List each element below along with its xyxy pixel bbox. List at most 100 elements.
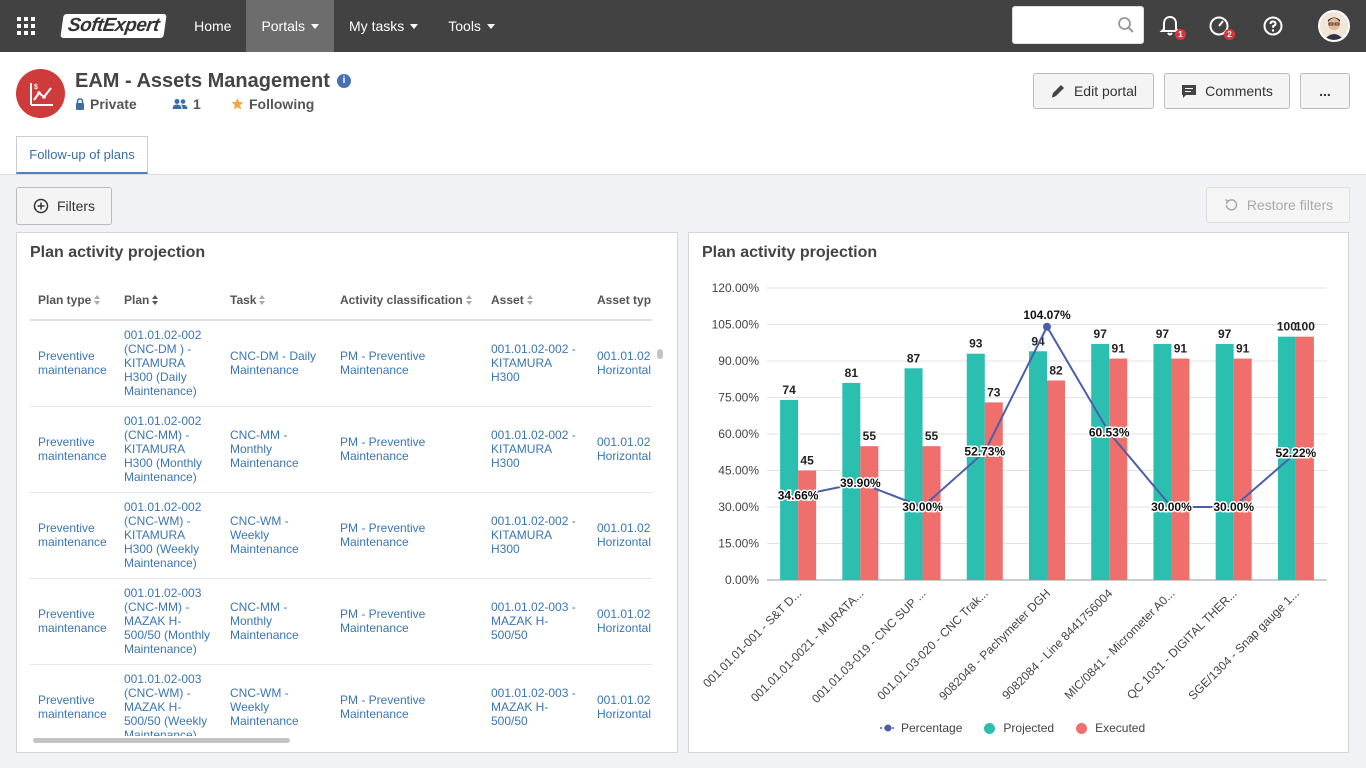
search-input[interactable] [1013, 7, 1113, 43]
table-row[interactable]: Preventive maintenance 001.01.02-002 (CN… [30, 492, 652, 579]
executed-data-label: 91 [1236, 342, 1250, 356]
cell-plan[interactable]: 001.01.02-003 (CNC-WM) - MAZAK H-500/50 … [116, 664, 222, 736]
column-header-label: Plan type [38, 292, 92, 307]
following-indicator[interactable]: Following [231, 96, 314, 112]
table-scroll-area[interactable]: Plan type Plan Task Activity classificat… [30, 280, 652, 736]
cell-activity-classification[interactable]: PM - Preventive Maintenance [332, 320, 483, 407]
cell-plan-type[interactable]: Preventive maintenance [30, 492, 116, 579]
nav-tools[interactable]: Tools [433, 0, 510, 52]
percentage-point [1043, 322, 1051, 331]
softexpert-logo[interactable]: SoftExpert [60, 12, 167, 40]
x-category-label: SGE/1304 - Snap gauge 1... [1185, 586, 1302, 703]
projected-data-label: 100 [1277, 320, 1297, 334]
info-icon[interactable]: i [337, 74, 351, 88]
sort-icon [526, 295, 534, 306]
notifications-button[interactable]: 1 [1157, 13, 1186, 40]
executed-bar [1233, 358, 1252, 580]
cell-task[interactable]: CNC-WM - Weekly Maintenance [222, 492, 332, 579]
cell-asset[interactable]: 001.01.02-002 - KITAMURA H300 [483, 406, 589, 493]
column-header-asset-type[interactable]: Asset typ [589, 280, 652, 321]
column-header-plan-type[interactable]: Plan type [30, 280, 116, 321]
sort-icon [259, 295, 266, 306]
cell-plan[interactable]: 001.01.02-002 (CNC-MM) - KITAMURA H300 (… [116, 406, 222, 493]
cell-activity-classification[interactable]: PM - Preventive Maintenance [332, 492, 483, 579]
projected-bar [1215, 343, 1234, 580]
comments-label: Comments [1205, 83, 1273, 99]
nav-home-label: Home [194, 18, 232, 34]
portal-header: $ EAM - Assets Management i Private 1 Fo… [0, 52, 1366, 175]
legend-item-executed[interactable]: Executed [1076, 721, 1145, 735]
cell-asset[interactable]: 001.01.02-003 - MAZAK H-500/50 [483, 578, 589, 665]
column-header-plan[interactable]: Plan [116, 280, 222, 321]
nav-my-tasks[interactable]: My tasks [334, 0, 433, 52]
filters-button[interactable]: Filters [16, 187, 112, 225]
restore-filters-button[interactable]: Restore filters [1206, 187, 1350, 223]
projected-bar [1277, 336, 1296, 580]
column-header-activity-classification[interactable]: Activity classification [332, 280, 483, 321]
nav-portals[interactable]: Portals [246, 0, 335, 52]
cell-plan[interactable]: 001.01.02-002 (CNC-DM ) - KITAMURA H300 … [116, 320, 222, 407]
cell-activity-classification[interactable]: PM - Preventive Maintenance [332, 406, 483, 493]
projected-bar [1091, 343, 1110, 580]
cell-plan-type[interactable]: Preventive maintenance [30, 320, 116, 407]
cell-task[interactable]: CNC-DM - Daily Maintenance [222, 320, 332, 407]
help-button[interactable] [1260, 13, 1286, 39]
column-header-label: Asset [491, 292, 524, 307]
plus-circle-icon [33, 198, 49, 214]
cell-plan[interactable]: 001.01.02-003 (CNC-MM) - MAZAK H-500/50 … [116, 578, 222, 665]
projected-bar [780, 399, 799, 580]
tab-follow-up-of-plans[interactable]: Follow-up of plans [16, 136, 148, 174]
restore-filters-label: Restore filters [1246, 197, 1334, 213]
legend-item-percentage[interactable]: Percentage [879, 721, 962, 735]
privacy-indicator: Private [75, 96, 137, 112]
cell-plan-type[interactable]: Preventive maintenance [30, 406, 116, 493]
legend-item-projected[interactable]: Projected [984, 721, 1054, 735]
members-indicator[interactable]: 1 [172, 96, 201, 112]
cell-plan-type[interactable]: Preventive maintenance [30, 664, 116, 736]
cell-task[interactable]: CNC-WM - Weekly Maintenance [222, 664, 332, 736]
cell-plan-type[interactable]: Preventive maintenance [30, 578, 116, 665]
vertical-scrollbar[interactable] [657, 349, 663, 359]
x-category-label: 001.01.03-020 - CNC Trak... [874, 586, 990, 702]
cell-task[interactable]: CNC-MM - Monthly Maintenance [222, 406, 332, 493]
table-row[interactable]: Preventive maintenance 001.01.02-002 (CN… [30, 320, 652, 407]
edit-portal-button[interactable]: Edit portal [1033, 73, 1154, 109]
user-avatar[interactable] [1318, 10, 1350, 42]
cell-asset-type[interactable]: 001.01.02 Horizontal [589, 492, 652, 579]
portal-chart-icon: $ [16, 69, 65, 118]
percentage-data-label: 34.66% [778, 489, 819, 503]
comments-button[interactable]: Comments [1164, 73, 1290, 109]
column-header-label: Asset typ [597, 292, 652, 307]
nav-home[interactable]: Home [179, 0, 246, 52]
legend-label: Executed [1095, 721, 1146, 735]
cell-asset-type[interactable]: 001.01.02 Horizontal [589, 578, 652, 665]
table-row[interactable]: Preventive maintenance 001.01.02-003 (CN… [30, 578, 652, 665]
table-row[interactable]: Preventive maintenance 001.01.02-003 (CN… [30, 664, 652, 736]
cell-asset[interactable]: 001.01.02-002 - KITAMURA H300 [483, 492, 589, 579]
cell-asset[interactable]: 001.01.02-003 - MAZAK H-500/50 [483, 664, 589, 736]
legend-label: Percentage [901, 721, 963, 735]
column-header-task[interactable]: Task [222, 280, 332, 321]
cell-activity-classification[interactable]: PM - Preventive Maintenance [332, 664, 483, 736]
workflow-button[interactable]: 2 [1206, 13, 1235, 40]
more-options-button[interactable]: ... [1300, 73, 1350, 109]
projected-data-label: 74 [782, 383, 796, 397]
horizontal-scrollbar[interactable] [33, 738, 290, 743]
table-row[interactable]: Preventive maintenance 001.01.02-002 (CN… [30, 406, 652, 493]
projected-data-label: 93 [969, 337, 983, 351]
apps-grid-icon[interactable] [0, 0, 52, 52]
cell-asset-type[interactable]: 001.01.02 Horizontal [589, 320, 652, 407]
cell-plan[interactable]: 001.01.02-002 (CNC-WM) - KITAMURA H300 (… [116, 492, 222, 579]
edit-portal-label: Edit portal [1073, 83, 1138, 99]
search-icon[interactable] [1117, 16, 1135, 34]
cell-asset-type[interactable]: 001.01.02 Horizontal [589, 406, 652, 493]
chart-panel-title: Plan activity projection [702, 244, 878, 261]
column-header-asset[interactable]: Asset [483, 280, 589, 321]
executed-data-label: 55 [863, 429, 877, 443]
cell-asset[interactable]: 001.01.02-002 - KITAMURA H300 [483, 320, 589, 407]
percentage-data-label: 104.07% [1023, 308, 1071, 322]
cell-task[interactable]: CNC-MM - Monthly Maintenance [222, 578, 332, 665]
cell-asset-type[interactable]: 001.01.02 Horizontal [589, 664, 652, 736]
cell-activity-classification[interactable]: PM - Preventive Maintenance [332, 578, 483, 665]
help-icon [1263, 16, 1283, 36]
